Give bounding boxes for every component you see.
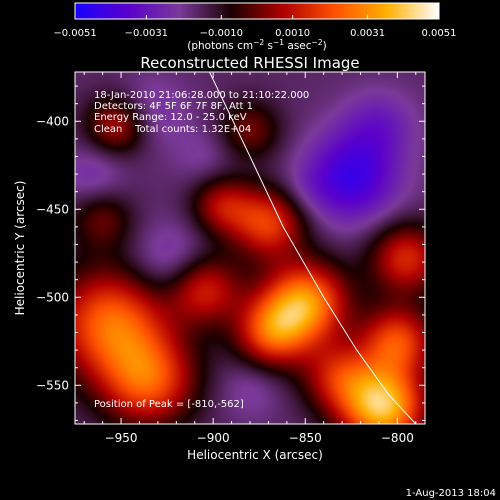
- info-annotations: 18-Jan-2010 21:06:28.000 to 21:10:22.000…: [94, 90, 309, 135]
- colorbar-ticks: −0.0051 −0.0031 −0.0010 0.0010 0.0031 0.0051: [53, 15, 457, 39]
- colorbar-tick-label: 0.0031: [350, 28, 385, 39]
- y-axis-ticks: −400 −450 −500 −550: [36, 85, 425, 421]
- x-tick-label: −850: [289, 431, 322, 445]
- annotation-clean-counts: Clean Total counts: 1.32E+04: [94, 124, 251, 135]
- colorbar-unit-label: (photons cm−2 s−1 asec−2): [187, 38, 326, 52]
- chart-title: Reconstructed RHESSI Image: [140, 54, 359, 72]
- render-timestamp: 1-Aug-2013 18:04: [406, 488, 496, 499]
- y-tick-label: −450: [36, 202, 69, 216]
- x-tick-label: −800: [381, 431, 414, 445]
- x-tick-label: −950: [105, 431, 138, 445]
- annotation-time-range: 18-Jan-2010 21:06:28.000 to 21:10:22.000: [94, 90, 309, 101]
- heatmap-image: [75, 72, 425, 424]
- colorbar-frame: [74, 2, 440, 20]
- annotation-detectors: Detectors: 4F 5F 6F 7F 8F, Att 1: [94, 101, 253, 112]
- solar-limb-curve: [209, 72, 417, 424]
- plot-area: −950 −900 −850 −800 −400 −450 −500 −550 18-Jan…: [36, 71, 426, 445]
- colorbar-tick-label: −0.0010: [200, 28, 243, 39]
- annotation-energy-range: Energy Range: 12.0 - 25.0 keV: [94, 112, 247, 123]
- x-axis-ticks: −950 −900 −850 −800: [83, 72, 417, 445]
- y-tick-label: −550: [36, 378, 69, 392]
- y-tick-label: −400: [36, 114, 69, 128]
- colorbar-gradient: [75, 3, 439, 19]
- colorbar-tick-label: −0.0031: [125, 28, 168, 39]
- x-tick-label: −900: [197, 431, 230, 445]
- x-axis-label: Heliocentric X (arcsec): [187, 448, 323, 462]
- y-tick-label: −500: [36, 290, 69, 304]
- colorbar-tick-label: 0.0010: [275, 28, 310, 39]
- colorbar-tick-label: 0.0051: [422, 28, 457, 39]
- colorbar: −0.0051 −0.0031 −0.0010 0.0010 0.0031 0.0051 …: [53, 2, 457, 52]
- peak-position-label: Position of Peak = [-810,-562]: [94, 399, 244, 410]
- colorbar-tick-label: −0.0051: [53, 28, 96, 39]
- y-axis-label: Heliocentric Y (arcsec): [13, 181, 27, 316]
